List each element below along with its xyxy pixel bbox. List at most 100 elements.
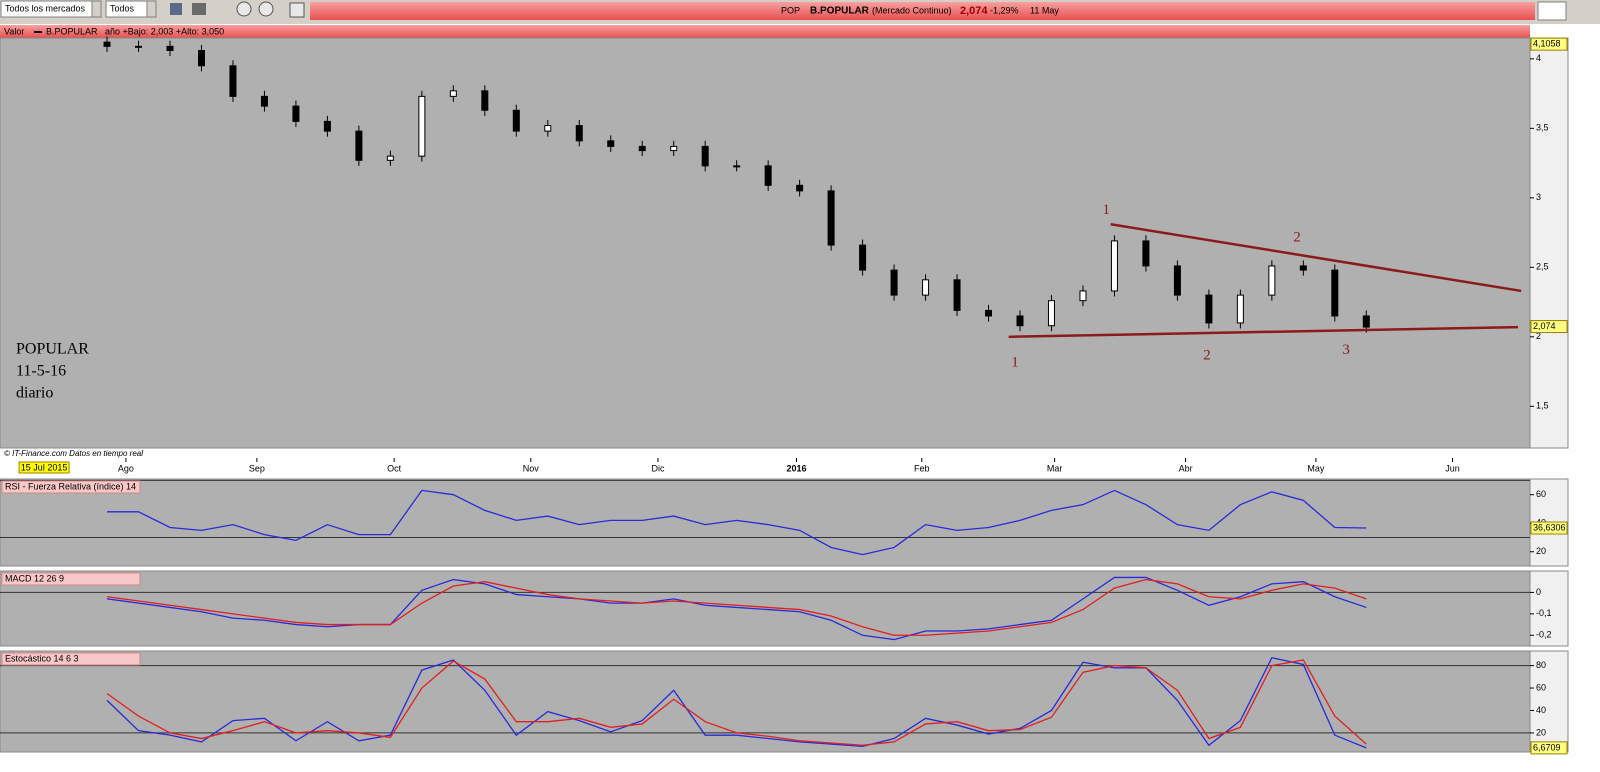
series-line (106, 656, 1367, 749)
x-axis-bar (0, 458, 1530, 476)
candle-body (1016, 315, 1024, 327)
y-tick-label: -0,2 (1536, 630, 1552, 640)
right-axis (1529, 650, 1569, 753)
series-line (106, 578, 1367, 636)
price-header-series: B.POPULAR (46, 26, 98, 36)
panel-title: RSI - Fuerza Relativa (índice) 14 (5, 481, 136, 491)
x-tick-label: May (1307, 463, 1325, 473)
candle-body (796, 184, 804, 192)
price-header (0, 25, 1530, 38)
quote-date: 11 May (1030, 5, 1059, 15)
value-marker (1530, 320, 1568, 334)
candle-body (638, 145, 646, 152)
candle-body (166, 45, 174, 52)
annotation: 1 (1011, 355, 1019, 371)
value-marker (1530, 741, 1568, 755)
chart-note: 11-5-16 (16, 363, 66, 380)
x-tick-label: Oct (387, 463, 402, 473)
x-tick-label: Dic (651, 463, 664, 473)
candle-body (953, 279, 961, 311)
source: © IT-Finance.com Datos en tiempo real (4, 449, 143, 458)
help-icon[interactable] (236, 1, 252, 17)
candle-body (1110, 240, 1118, 292)
y-tick-label: -0,1 (1536, 608, 1552, 618)
save-icon[interactable] (170, 3, 182, 15)
candle-body (1299, 265, 1307, 271)
candle-body (229, 65, 237, 97)
candle-body (1236, 294, 1244, 324)
y-tick-label: 2,5 (1536, 262, 1549, 272)
candle-body (985, 309, 993, 317)
series-line (107, 489, 1367, 556)
candle-body (449, 90, 457, 97)
filter-select-text: Todos (110, 3, 135, 13)
candle-body (1331, 269, 1339, 317)
print-icon[interactable] (192, 3, 206, 15)
x-tick-label: Abr (1179, 463, 1193, 473)
annotation: 3 (1342, 342, 1350, 358)
candle-body (607, 140, 615, 147)
candle-body (575, 125, 583, 142)
right-axis (1529, 570, 1569, 647)
candle-body (197, 50, 205, 67)
value-marker-label: 4,1058 (1533, 39, 1561, 49)
candle-body (701, 145, 709, 167)
candle-body (386, 155, 394, 161)
plot-area (0, 650, 1531, 753)
expand-button[interactable] (1537, 1, 1567, 21)
candle-body (1047, 300, 1055, 327)
price-header-title: Valor (4, 26, 24, 36)
quote-change: -1,29% (990, 5, 1019, 15)
quote-bar (310, 2, 1535, 20)
annotation: 1 (1103, 202, 1111, 218)
chart-note: POPULAR (16, 341, 89, 358)
value-marker-label: 6,6709 (1533, 742, 1561, 752)
y-tick-label: 3 (1536, 192, 1541, 202)
price-header-range: año +Bajo: 2,003 +Alto: 3,050 (105, 26, 224, 36)
value-marker-label: 2,074 (1533, 321, 1556, 331)
annotation: 2 (1203, 348, 1211, 364)
dropdown-button[interactable] (146, 0, 157, 18)
trendline (1110, 223, 1522, 293)
value-marker (1530, 37, 1568, 51)
candle-body (827, 190, 835, 246)
y-tick-label: 20 (1536, 727, 1546, 737)
candle-body (1362, 315, 1370, 328)
panel-title: MACD 12 26 9 (5, 573, 64, 583)
candle-body (764, 165, 772, 186)
right-axis (1529, 37, 1569, 449)
x-tick-label: Feb (914, 463, 930, 473)
dropdown-button[interactable] (91, 0, 102, 18)
candle-body (355, 130, 363, 161)
candle-body (544, 125, 552, 132)
x-start-box (18, 461, 70, 474)
x-tick-label: Jun (1445, 463, 1460, 473)
candle-body (1173, 265, 1181, 296)
candle-body (670, 145, 678, 152)
candle-body (890, 269, 898, 296)
panel-title: Estocástico 14 6 3 (5, 653, 79, 663)
market-select-text: Todos los mercados (5, 3, 86, 13)
trendline (1008, 325, 1519, 339)
candle-body (1079, 290, 1087, 302)
value-marker (1530, 521, 1568, 535)
candle-body (481, 90, 489, 111)
series-line (106, 576, 1367, 641)
info-icon[interactable] (258, 1, 274, 17)
candle-body (292, 105, 300, 122)
x-tick-label: Nov (523, 463, 540, 473)
y-tick-label: 1,5 (1536, 401, 1549, 411)
x-tick-label: Sep (249, 463, 265, 473)
chart-icon[interactable] (289, 2, 305, 18)
y-tick-label: 60 (1536, 489, 1546, 499)
plot-area (0, 478, 1531, 567)
y-tick-label: 2 (1536, 331, 1541, 341)
candle-body (922, 279, 930, 296)
quote-name: B.POPULAR (810, 6, 870, 17)
candle-body (418, 95, 426, 157)
panel-title-box (1, 652, 141, 666)
y-tick-label: 60 (1536, 682, 1546, 692)
panel-title-box (1, 572, 141, 586)
